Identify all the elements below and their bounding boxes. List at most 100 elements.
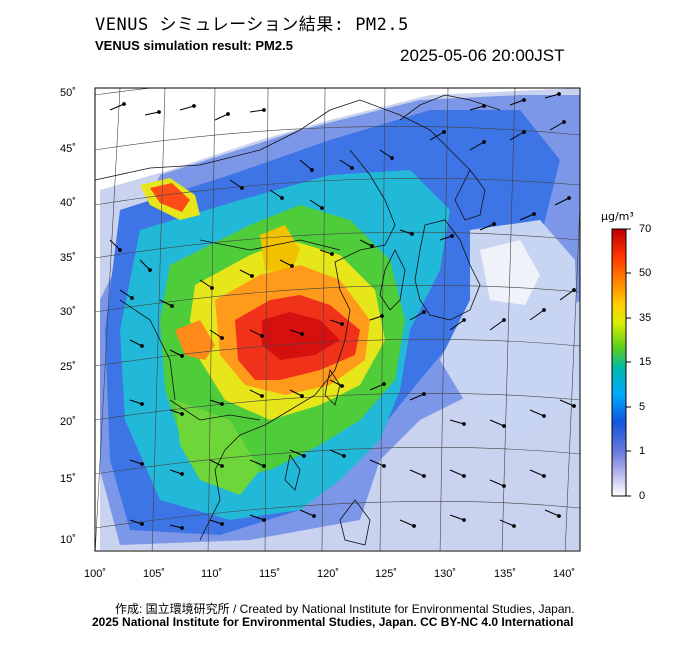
- lat-tick-label: 25˚: [60, 361, 76, 373]
- wind-arrow: [169, 524, 183, 529]
- wind-arrow-head: [260, 394, 264, 398]
- wind-arrow: [129, 399, 143, 405]
- colorbar-tick: 15: [639, 356, 652, 368]
- lat-tick-label: 40˚: [60, 197, 76, 209]
- wind-arrow: [439, 235, 453, 241]
- map-title-japanese: VENUS シミュレーション結果: PM2.5: [95, 15, 409, 35]
- wind-arrow: [529, 409, 545, 417]
- wind-arrow-head: [260, 334, 264, 338]
- wind-arrow-head: [350, 166, 354, 170]
- colorbar-tick: 70: [639, 223, 652, 235]
- wind-arrow: [109, 103, 125, 111]
- wind-arrow-head: [542, 308, 546, 312]
- wind-arrow-head: [220, 402, 224, 406]
- lon-tick-label: 140˚: [553, 568, 575, 580]
- wind-arrow: [449, 419, 465, 425]
- colorbar-tick: 50: [639, 267, 652, 279]
- wind-arrow-head: [567, 196, 571, 200]
- wind-arrow-head: [512, 524, 516, 528]
- wind-arrow: [399, 519, 415, 527]
- wind-arrow: [549, 121, 565, 131]
- wind-arrow-head: [462, 474, 466, 478]
- wind-arrow: [329, 449, 345, 457]
- lon-tick-label: 100˚: [84, 568, 106, 580]
- wind-arrow: [159, 299, 173, 307]
- wind-arrow-head: [370, 244, 374, 248]
- wind-arrow-head: [462, 422, 466, 426]
- wind-arrow: [469, 141, 485, 151]
- wind-arrow-head: [148, 268, 152, 272]
- lat-tick-label: 35˚: [60, 252, 76, 264]
- wind-arrow-head: [462, 318, 466, 322]
- lon-tick-label: 135˚: [494, 568, 516, 580]
- wind-arrow: [229, 179, 243, 189]
- wind-arrow-head: [422, 474, 426, 478]
- wind-arrow: [279, 259, 293, 267]
- wind-arrow-head: [410, 232, 414, 236]
- copyright-text: 2025 National Institute for Environmenta…: [92, 615, 574, 629]
- wind-arrow-head: [118, 248, 122, 252]
- wind-arrow-head: [180, 526, 184, 530]
- wind-arrow: [129, 519, 143, 525]
- wind-arrow-head: [382, 464, 386, 468]
- wind-arrow: [289, 449, 305, 457]
- wind-arrow: [249, 514, 265, 521]
- wind-arrow: [509, 131, 525, 141]
- wind-arrow: [209, 459, 223, 467]
- map-frame: [94, 87, 581, 552]
- wind-arrow-head: [442, 130, 446, 134]
- wind-arrow: [369, 383, 385, 391]
- wind-arrow-head: [312, 514, 316, 518]
- wind-arrow: [409, 469, 425, 477]
- wind-arrow: [544, 509, 560, 517]
- wind-arrow-head: [262, 464, 266, 468]
- wind-arrow-head: [502, 318, 506, 322]
- wind-arrow: [379, 149, 393, 159]
- wind-arrow-head: [502, 484, 506, 488]
- wind-arrow-head: [380, 314, 384, 318]
- wind-arrow-head: [462, 518, 466, 522]
- lon-tick-label: 105˚: [143, 568, 165, 580]
- wind-arrow: [329, 379, 343, 387]
- wind-arrow-head: [210, 286, 214, 290]
- latitude-axis: 50˚ 45˚ 40˚ 35˚ 30˚ 25˚ 20˚ 15˚ 10˚: [60, 87, 76, 546]
- colorbar-tick: 0: [639, 490, 646, 502]
- wind-arrow: [169, 469, 183, 475]
- wind-arrow-head: [240, 186, 244, 190]
- wind-arrow: [329, 319, 343, 325]
- forecast-timestamp: 2025-05-06 20:00JST: [400, 46, 565, 65]
- wind-arrow: [489, 419, 505, 427]
- wind-arrow-head: [482, 140, 486, 144]
- wind-arrow-head: [390, 156, 394, 160]
- wind-arrow-head: [422, 392, 426, 396]
- wind-arrow: [249, 329, 263, 337]
- wind-arrow: [339, 159, 353, 169]
- wind-arrow: [369, 315, 383, 321]
- wind-arrow: [449, 469, 465, 477]
- wind-arrow-head: [342, 454, 346, 458]
- wind-arrow-head: [280, 196, 284, 200]
- colorbar-tick: 5: [639, 401, 646, 413]
- wind-arrow-head: [300, 332, 304, 336]
- wind-arrow: [269, 189, 283, 199]
- wind-arrow-head: [262, 518, 266, 522]
- lat-tick-label: 30˚: [60, 306, 76, 318]
- wind-arrow-head: [340, 322, 344, 326]
- wind-arrow: [249, 109, 265, 113]
- lat-tick-label: 45˚: [60, 143, 76, 155]
- wind-arrow-head: [320, 206, 324, 210]
- wind-arrow: [199, 279, 213, 289]
- wind-arrow: [109, 239, 121, 251]
- wind-arrow: [509, 99, 525, 106]
- wind-arrow-head: [557, 514, 561, 518]
- wind-arrow: [129, 339, 143, 347]
- lat-tick-label: 20˚: [60, 416, 76, 428]
- wind-arrow: [359, 239, 373, 247]
- wind-arrow-head: [522, 130, 526, 134]
- wind-arrow: [249, 459, 265, 467]
- wind-arrow: [139, 259, 151, 271]
- lon-tick-label: 130˚: [434, 568, 456, 580]
- wind-arrow: [319, 249, 333, 255]
- wind-arrow-head: [310, 168, 314, 172]
- wind-arrow: [209, 329, 223, 339]
